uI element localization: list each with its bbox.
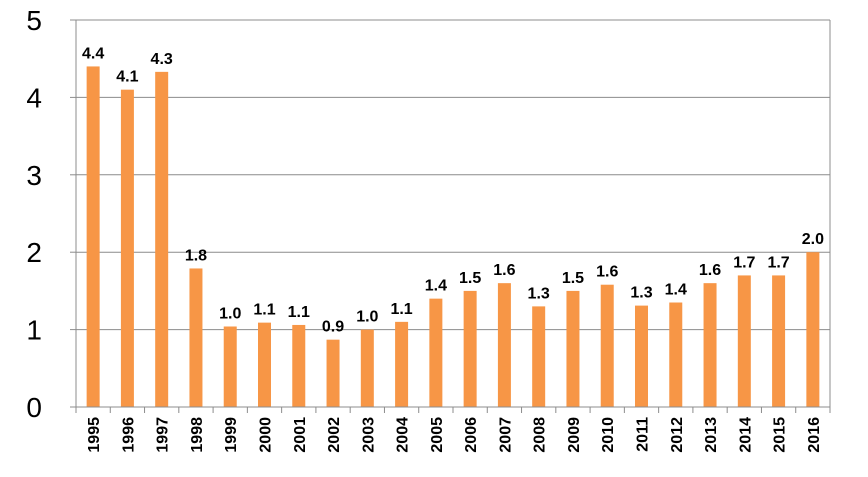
data-label-1998: 1.8: [185, 247, 207, 264]
y-tick-label: 1: [26, 315, 42, 346]
bar-1998: [189, 268, 203, 407]
bars: [86, 66, 820, 407]
data-label-2005: 1.4: [425, 278, 447, 295]
bar-2002: [326, 339, 340, 407]
bar-2007: [497, 283, 511, 407]
x-tick-label-2011: 2011: [635, 417, 652, 452]
data-label-2009: 1.5: [562, 270, 584, 287]
data-labels: 4.4 4.1 4.3 1.8 1.0 1.1 1.1 0.9 1.0 1.1 1.4 1.5 1.6 1…: [82, 45, 824, 335]
x-tick-label-2009: 2009: [566, 417, 583, 453]
data-label-2011: 1.3: [630, 285, 652, 302]
y-tick-label: 5: [26, 5, 42, 36]
bar-2012: [669, 302, 683, 407]
data-label-1995: 4.4: [82, 45, 104, 62]
bar-1996: [120, 89, 134, 407]
x-tick-label-2005: 2005: [429, 417, 446, 453]
x-tick-label-1997: 1997: [155, 417, 172, 453]
data-label-2007: 1.6: [493, 262, 515, 279]
x-tick-label-2015: 2015: [772, 417, 789, 453]
data-label-2002: 0.9: [322, 319, 344, 336]
x-tick-label-2008: 2008: [532, 417, 549, 453]
bar-2013: [703, 283, 717, 407]
data-label-2012: 1.4: [665, 282, 687, 299]
data-label-1996: 4.1: [116, 69, 138, 86]
bar-1999: [223, 326, 237, 407]
bar-2010: [600, 284, 614, 407]
data-label-2001: 1.1: [288, 304, 310, 321]
bar-2003: [360, 329, 374, 407]
x-tick-label-2014: 2014: [737, 417, 754, 453]
bar-2004: [395, 321, 409, 407]
bar-2015: [772, 275, 786, 407]
bar-2001: [292, 324, 306, 407]
data-label-2004: 1.1: [390, 301, 412, 318]
data-label-2013: 1.6: [699, 262, 721, 279]
bar-2008: [532, 306, 546, 407]
x-tick-label-1996: 1996: [120, 417, 137, 453]
y-tick-label: 4: [26, 82, 42, 113]
y-axis: 0 1 2 3 4 5: [26, 5, 831, 423]
data-label-2016: 2.0: [802, 231, 824, 248]
x-tick-label-2016: 2016: [806, 417, 823, 453]
bar-2000: [258, 322, 271, 407]
x-tick-label-2012: 2012: [669, 417, 686, 453]
bar-1995: [86, 66, 100, 407]
bar-2009: [566, 290, 580, 407]
x-tick-label-2006: 2006: [463, 417, 480, 453]
data-label-1997: 4.3: [151, 51, 173, 68]
y-tick-label: 0: [26, 392, 42, 423]
data-label-2003: 1.0: [356, 309, 378, 326]
data-label-2000: 1.1: [253, 302, 275, 319]
bar-1997: [155, 71, 169, 407]
data-label-2015: 1.7: [767, 254, 789, 271]
x-tick-label-2001: 2001: [292, 417, 309, 453]
bar-2006: [463, 290, 477, 407]
bar-2011: [635, 305, 648, 407]
x-tick-label-2003: 2003: [360, 417, 377, 453]
data-label-2010: 1.6: [596, 264, 618, 281]
data-label-1999: 1.0: [219, 306, 241, 323]
data-label-2014: 1.7: [733, 254, 755, 271]
data-label-2006: 1.5: [459, 270, 481, 287]
x-tick-label-2004: 2004: [395, 417, 412, 453]
y-tick-label: 2: [26, 237, 42, 268]
x-tick-label-2000: 2000: [258, 417, 275, 453]
x-axis: 1995 1996 1997 1998 1999 2000 2001 2002 2003 2004…: [75, 406, 831, 453]
y-tick-label: 3: [26, 160, 42, 191]
x-tick-label-1999: 1999: [223, 417, 240, 453]
x-tick-label-1995: 1995: [86, 417, 103, 453]
bar-2014: [737, 275, 751, 407]
x-tick-label-2002: 2002: [326, 417, 343, 453]
x-tick-label-2010: 2010: [600, 417, 617, 453]
data-label-2008: 1.3: [528, 285, 550, 302]
x-tick-label-2013: 2013: [703, 417, 720, 453]
bar-2016: [806, 252, 820, 407]
x-tick-label-2007: 2007: [497, 417, 514, 453]
x-tick-label-1998: 1998: [189, 417, 206, 453]
gridlines: [76, 19, 830, 331]
bar-2005: [429, 298, 443, 407]
